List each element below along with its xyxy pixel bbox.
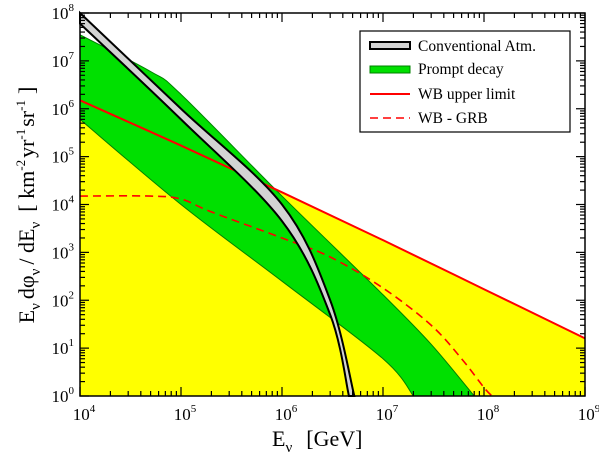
legend-item-wb-limit: WB upper limit: [370, 86, 516, 103]
y-tick-label: 104: [52, 194, 75, 215]
legend-swatch-prompt: [369, 65, 411, 74]
x-tick-label: 108: [477, 403, 500, 424]
x-tick-label: 105: [174, 403, 197, 424]
legend-swatch-conventional: [369, 41, 411, 50]
y-tick-label: 106: [52, 98, 75, 119]
y-tick-label: 107: [52, 50, 75, 71]
legend-label-wb-grb: WB - GRB: [418, 110, 488, 127]
legend-item-prompt: Prompt decay: [369, 61, 504, 78]
y-tick-label: 108: [52, 2, 75, 23]
y-tick-label: 100: [52, 385, 75, 406]
y-axis-label: Eνdφν/ dEν[ km-2yr-1sr-1]: [13, 87, 44, 324]
wb-grb-line: [79, 195, 493, 397]
legend-item-conventional: Conventional Atm.: [369, 38, 536, 55]
legend-label-prompt: Prompt decay: [418, 61, 504, 78]
x-tick-label: 107: [376, 403, 399, 424]
x-axis-label: Eν [GeV]: [272, 426, 362, 456]
y-axis: 100 101 102 103 104 105 106 107 108: [52, 2, 585, 406]
y-tick-label: 105: [52, 146, 75, 167]
y-tick-label: 102: [52, 289, 75, 310]
legend: Conventional Atm. Prompt decay WB upper …: [359, 30, 571, 133]
legend-item-wb-grb: WB - GRB: [370, 110, 488, 127]
x-tick-label: 104: [73, 403, 96, 424]
x-axis: 104 105 106 107 108 109: [73, 13, 599, 424]
y-tick-label: 101: [52, 337, 75, 358]
y-tick-label: 103: [52, 241, 75, 262]
x-tick-label: 106: [275, 403, 298, 424]
x-tick-label: 109: [578, 403, 599, 424]
wb-upper-limit-line: [79, 99, 586, 340]
legend-label-wb-limit: WB upper limit: [418, 86, 516, 103]
legend-label-conventional: Conventional Atm.: [418, 38, 536, 55]
